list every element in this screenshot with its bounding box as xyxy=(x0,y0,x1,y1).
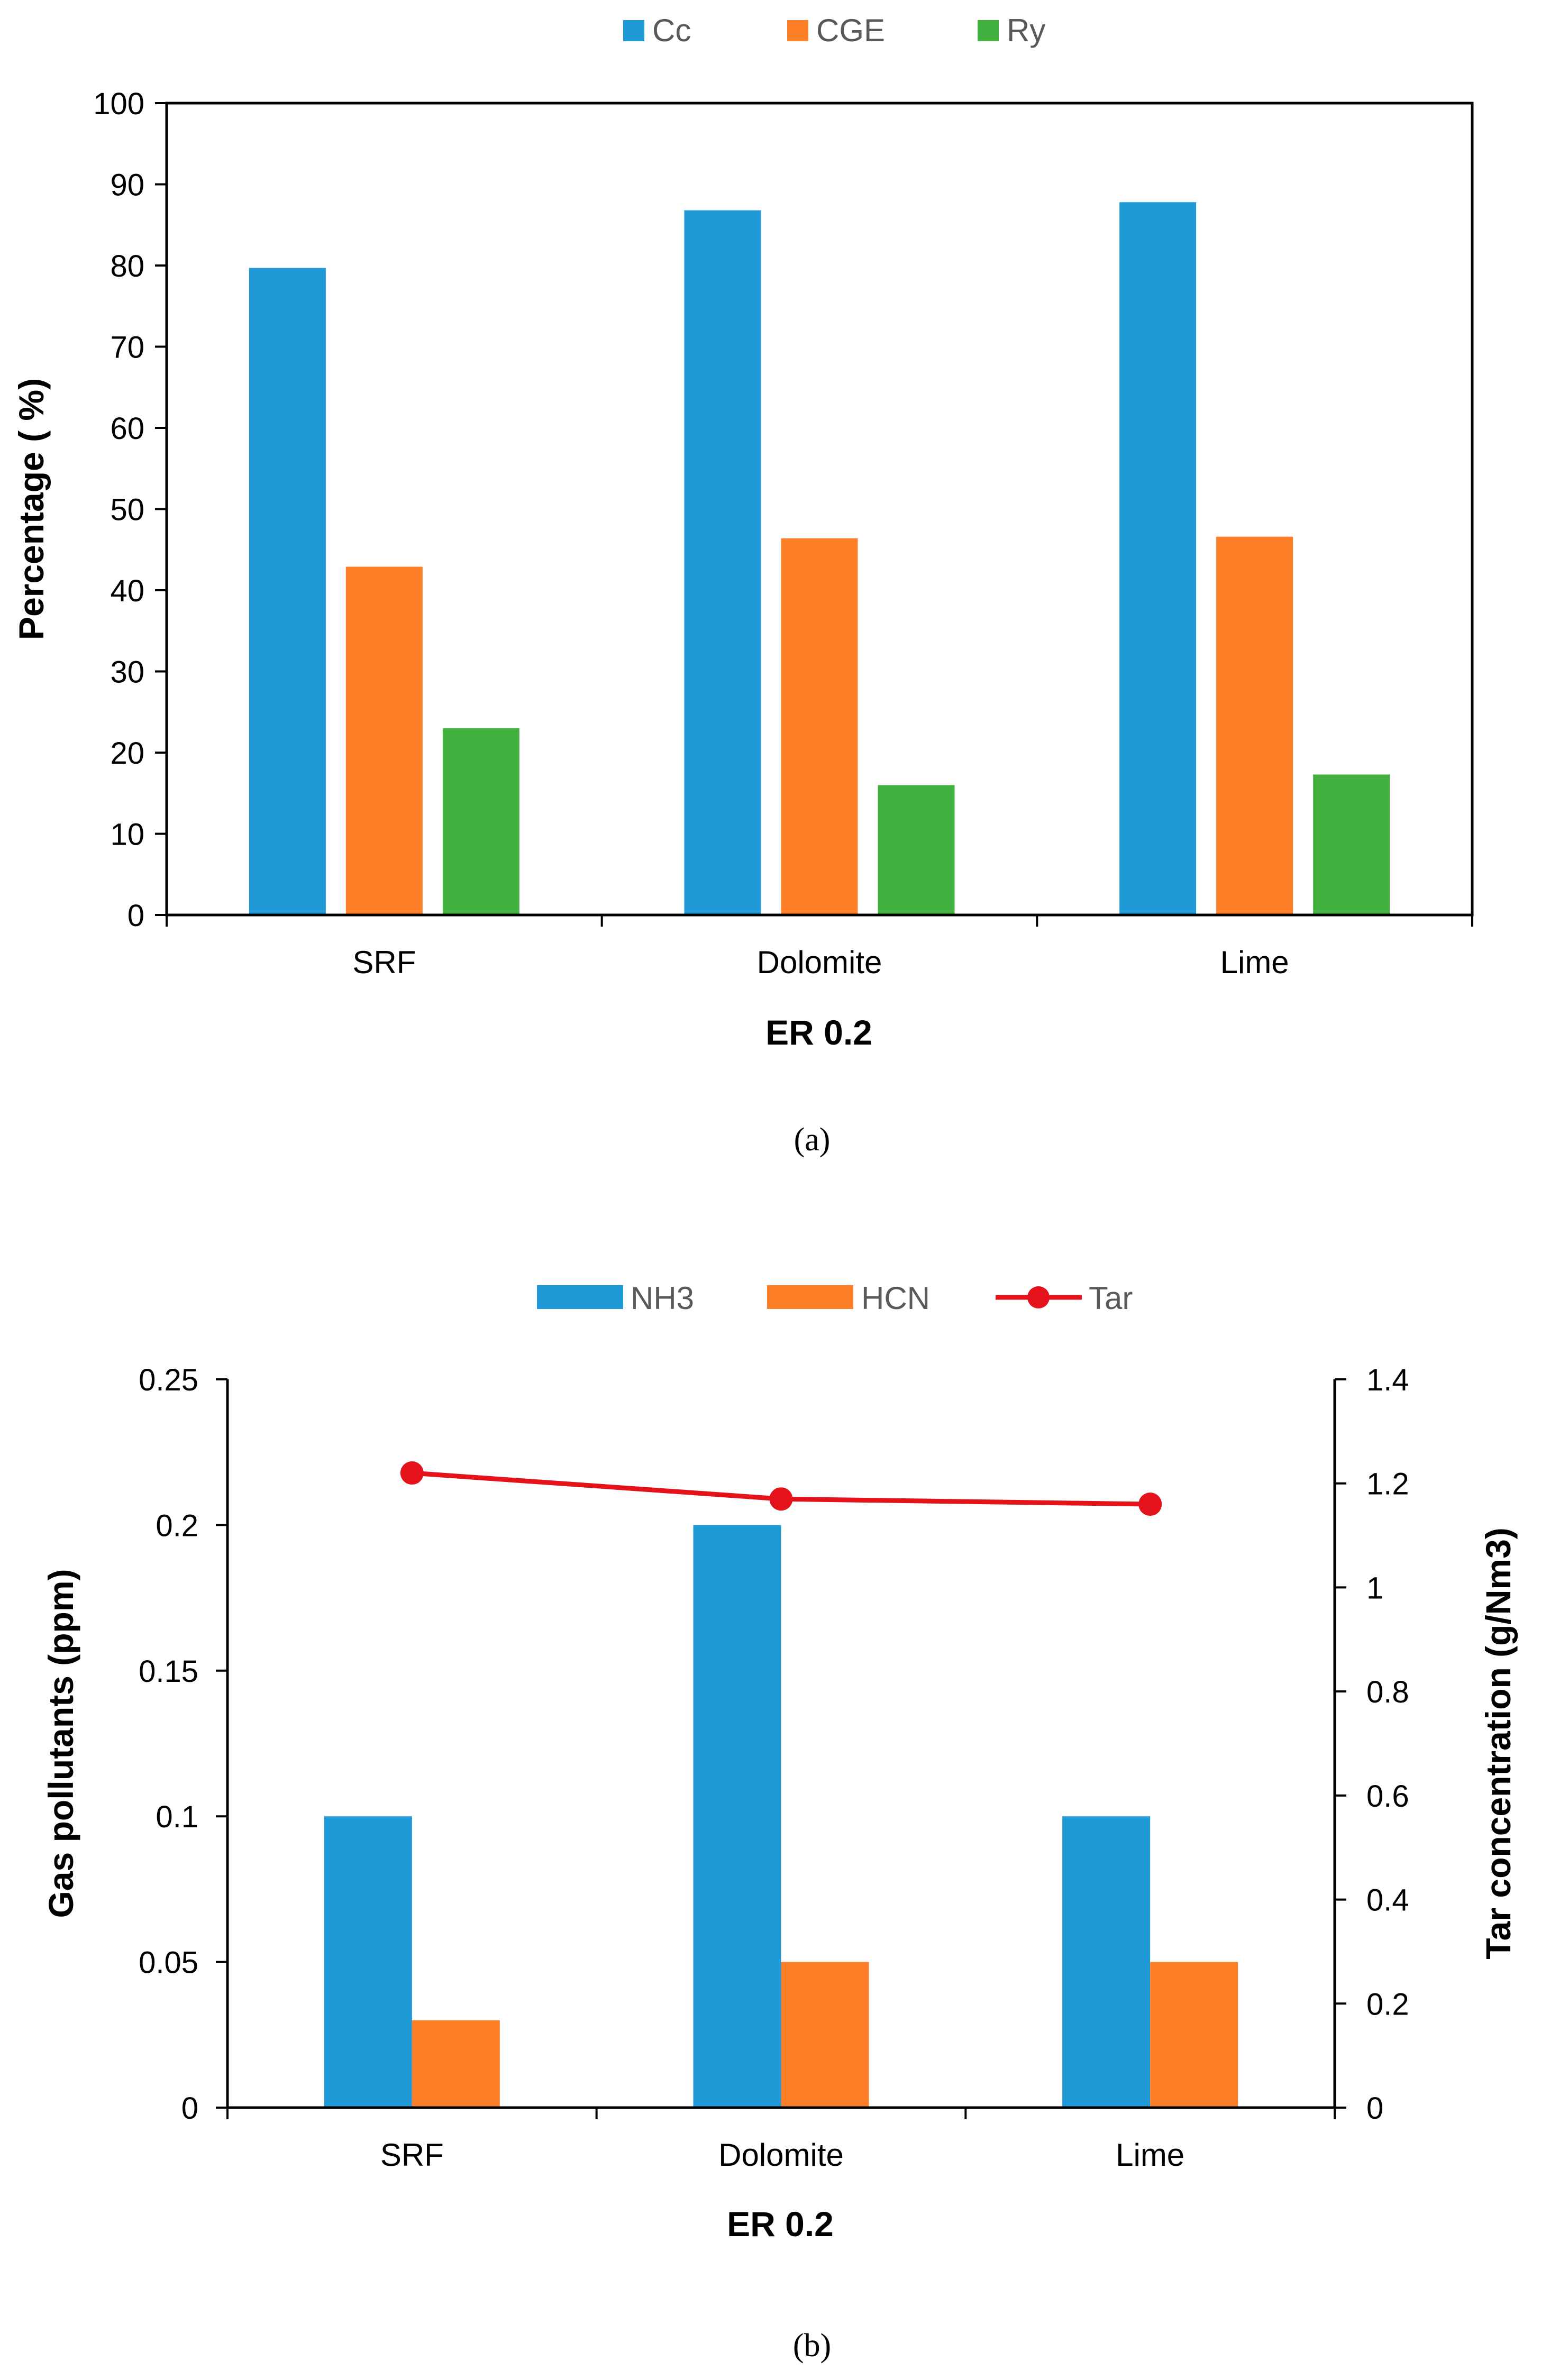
y-tick-label-right: 1 xyxy=(1366,1571,1383,1605)
bar-ry-lime xyxy=(1313,774,1390,915)
y-tick-label-right: 1.2 xyxy=(1366,1467,1409,1502)
y-tick-label: 50 xyxy=(110,493,144,527)
y-tick-label: 80 xyxy=(110,249,144,283)
y-tick-label: 0.05 xyxy=(139,1946,198,1980)
bar-nh3-srf xyxy=(324,1816,412,2108)
y-axis-title-left: Gas pollutants (ppm) xyxy=(41,1569,80,1918)
legend-label-nh3: NH3 xyxy=(631,1280,694,1316)
legend-label-cc: Cc xyxy=(652,13,691,48)
legend-swatch-ry xyxy=(978,20,999,41)
y-tick-label-right: 0.4 xyxy=(1366,1883,1409,1918)
bar-nh3-dolomite xyxy=(693,1525,781,2108)
y-tick-label-right: 0.6 xyxy=(1366,1779,1409,1814)
x-tick-label: Lime xyxy=(1220,945,1289,980)
y-axis-title-right: Tar concentration (g/Nm3) xyxy=(1479,1527,1518,1960)
bar-nh3-lime xyxy=(1062,1816,1151,2108)
y-tick-label-right: 1.4 xyxy=(1366,1363,1409,1397)
x-tick-label: Dolomite xyxy=(718,2137,844,2173)
caption-a: (a) xyxy=(794,1122,831,1158)
x-tick-label: SRF xyxy=(380,2137,444,2173)
legend-swatch-cge xyxy=(787,20,808,41)
bar-cge-srf xyxy=(345,566,423,915)
y-tick-label: 10 xyxy=(110,818,144,852)
legend-label-hcn: HCN xyxy=(861,1280,930,1316)
bar-cc-lime xyxy=(1119,202,1197,915)
y-tick-label: 70 xyxy=(110,331,144,365)
chart-b: NH3 HCN Tar 0 0.05 0.1 0.15 0.2 0.25 0 0.2 0.4 0.6 0.… xyxy=(41,1280,1518,2244)
point-tar-srf xyxy=(400,1461,424,1485)
y-tick-label-right: 0 xyxy=(1366,2091,1383,2126)
bar-hcn-dolomite xyxy=(781,1962,869,2108)
y-tick-label: 0.1 xyxy=(156,1800,198,1834)
y-tick-label: 100 xyxy=(93,87,144,121)
legend-marker-tar xyxy=(1027,1286,1050,1308)
x-tick-label: Lime xyxy=(1116,2137,1184,2173)
legend-swatch-hcn xyxy=(767,1285,853,1309)
y-tick-label: 0.25 xyxy=(139,1363,198,1397)
y-tick-label: 0.2 xyxy=(156,1508,198,1543)
legend-label-cge: CGE xyxy=(816,13,885,48)
caption-b: (b) xyxy=(793,2328,831,2364)
y-tick-label: 90 xyxy=(110,168,144,203)
y-tick-label: 0 xyxy=(127,899,144,933)
y-tick-label-right: 0.8 xyxy=(1366,1675,1409,1709)
x-axis-title: ER 0.2 xyxy=(727,2204,834,2244)
plot-frame xyxy=(165,102,1474,917)
y-tick-label: 30 xyxy=(110,655,144,690)
y-tick-label: 20 xyxy=(110,736,144,771)
y-tick-label-right: 0.2 xyxy=(1366,1987,1409,2021)
bar-cc-dolomite xyxy=(684,210,761,915)
bar-ry-srf xyxy=(442,728,519,915)
y-tick-label: 60 xyxy=(110,411,144,446)
x-axis-title: ER 0.2 xyxy=(765,1013,872,1052)
bar-hcn-lime xyxy=(1150,1962,1238,2108)
legend-swatch-nh3 xyxy=(537,1285,623,1309)
point-tar-dolomite xyxy=(769,1487,793,1511)
legend-label-tar: Tar xyxy=(1089,1280,1133,1316)
y-tick-label: 0 xyxy=(181,2091,198,2126)
y-tick-label: 40 xyxy=(110,574,144,608)
x-tick-label: Dolomite xyxy=(757,945,882,980)
x-tick-label: SRF xyxy=(352,945,416,980)
bar-hcn-srf xyxy=(412,2020,500,2108)
y-axis-title: Percentage ( %) xyxy=(12,378,51,640)
legend-swatch-cc xyxy=(623,20,644,41)
legend-label-ry: Ry xyxy=(1007,13,1045,48)
chart-a: Cc CGE Ry 0 10 20 30 40 50 60 70 80 90 100 SRF Dolomite… xyxy=(12,13,1474,1052)
bar-cge-lime xyxy=(1216,536,1293,915)
bar-cc-srf xyxy=(249,268,326,916)
bar-ry-dolomite xyxy=(878,785,955,915)
point-tar-lime xyxy=(1138,1493,1162,1516)
bar-cge-dolomite xyxy=(781,538,858,915)
y-tick-label: 0.15 xyxy=(139,1654,198,1689)
